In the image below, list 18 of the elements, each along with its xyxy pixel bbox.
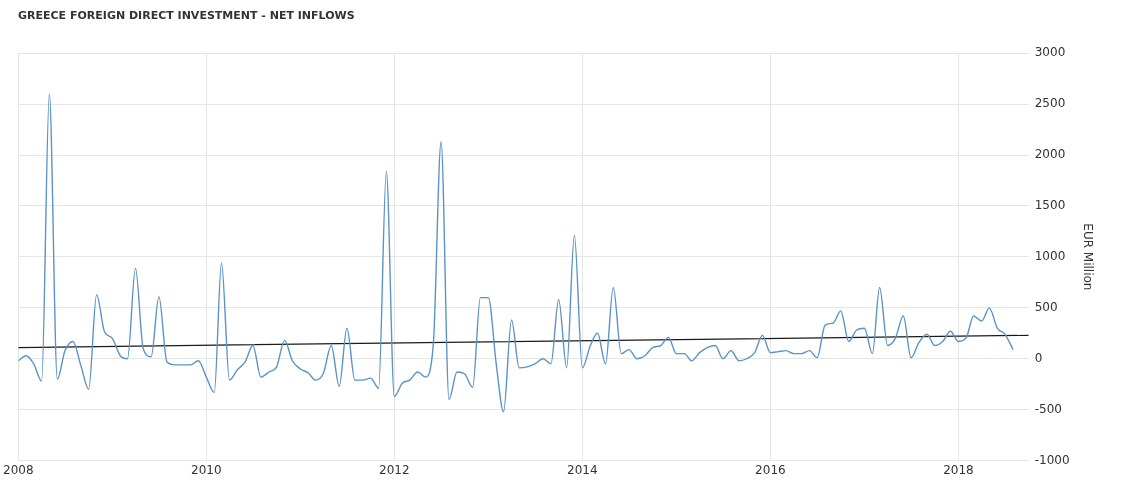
x-tick-label: 2012 (379, 462, 410, 477)
x-tick-label: 2016 (755, 462, 786, 477)
y-tick-label: 2500 (1034, 96, 1066, 111)
line-series (18, 93, 1014, 413)
x-tick-label: 2018 (943, 462, 974, 477)
y-tick-label: -500 (1034, 401, 1062, 416)
y-tick-label: -1000 (1034, 452, 1070, 467)
x-tick-label: 2014 (567, 462, 598, 477)
y-tick-label: 500 (1034, 299, 1058, 314)
y-tick-label: 3000 (1034, 45, 1066, 60)
x-tick-label: 2008 (3, 462, 34, 477)
y-tick-label: 1000 (1034, 249, 1066, 264)
x-tick-label: 2010 (191, 462, 222, 477)
y-tick-label: 0 (1034, 350, 1043, 365)
chart-title: GREECE FOREIGN DIRECT INVESTMENT - NET INFLOWS (18, 9, 355, 23)
y-tick-label: 1500 (1034, 198, 1066, 213)
y-tick-label: 2000 (1034, 147, 1066, 162)
y-axis-title: EUR Million (1080, 223, 1095, 291)
